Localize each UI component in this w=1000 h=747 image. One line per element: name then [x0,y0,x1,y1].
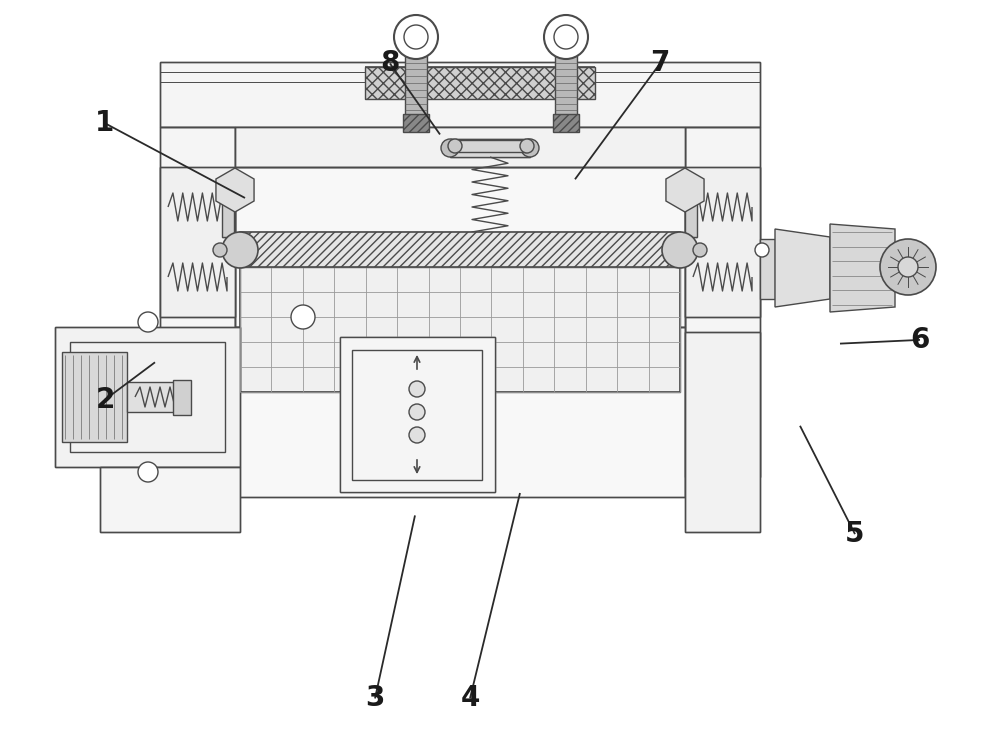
Text: 5: 5 [845,520,865,548]
Circle shape [880,239,936,295]
Circle shape [409,427,425,443]
Bar [62,352,127,442]
Text: 4: 4 [460,684,480,713]
Text: 8: 8 [380,49,400,78]
Bar [555,47,577,127]
Bar [222,177,234,237]
Bar [160,167,235,317]
Text: 1: 1 [95,109,115,137]
Circle shape [394,15,438,59]
Bar [685,167,760,317]
Bar [685,177,697,237]
Bar [405,47,427,127]
Text: 3: 3 [365,684,385,713]
Circle shape [291,305,315,329]
Text: 2: 2 [95,385,115,414]
Circle shape [755,243,769,257]
Bar [685,127,760,477]
Circle shape [521,139,539,157]
Circle shape [441,139,459,157]
Circle shape [138,312,158,332]
Circle shape [898,257,918,277]
Bar [685,332,760,532]
Bar [365,67,595,99]
Bar [173,380,191,415]
Bar [160,62,760,127]
Bar [340,337,495,492]
Circle shape [138,462,158,482]
Circle shape [409,404,425,420]
Bar [240,232,680,267]
Circle shape [404,25,428,49]
Circle shape [222,232,258,268]
Bar [70,342,225,452]
Bar [235,327,685,497]
Polygon shape [830,224,895,312]
Bar [240,267,680,392]
Circle shape [448,139,462,153]
Bar [352,350,482,480]
Text: 7: 7 [650,49,670,78]
Circle shape [662,232,698,268]
Bar [760,239,775,299]
Bar [553,114,579,132]
Circle shape [520,139,534,153]
Circle shape [544,15,588,59]
Bar [127,382,187,412]
Bar [100,467,240,532]
Text: 6: 6 [910,326,930,354]
Polygon shape [216,168,254,212]
Polygon shape [775,229,830,307]
Bar [160,127,235,477]
Bar [403,114,429,132]
Bar [455,140,527,152]
Bar [450,139,530,157]
Bar [235,167,685,327]
Bar [235,127,685,167]
Circle shape [213,243,227,257]
Bar [225,241,233,249]
Circle shape [693,243,707,257]
Polygon shape [666,168,704,212]
Circle shape [554,25,578,49]
Bar [55,327,240,467]
Circle shape [409,381,425,397]
Bar [685,241,693,249]
